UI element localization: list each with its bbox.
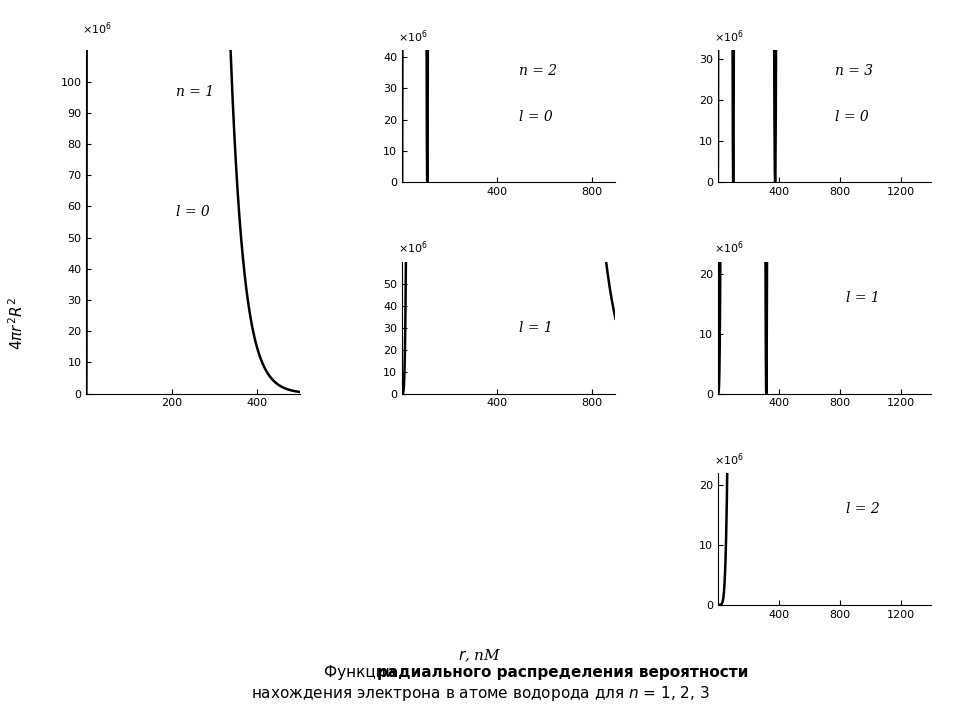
Text: n = 3: n = 3 (835, 63, 874, 78)
Text: радиального распределения вероятности: радиального распределения вероятности (377, 665, 749, 680)
Text: l = 0: l = 0 (835, 109, 869, 124)
Text: $\times 10^6$: $\times 10^6$ (397, 29, 428, 45)
Text: n = 2: n = 2 (519, 63, 558, 78)
Text: $\times 10^6$: $\times 10^6$ (83, 20, 112, 37)
Text: $4\pi r^2 R^2$: $4\pi r^2 R^2$ (7, 297, 26, 351)
Text: $\times 10^6$: $\times 10^6$ (713, 240, 744, 256)
Text: n = 1: n = 1 (176, 85, 214, 99)
Text: l = 1: l = 1 (846, 291, 879, 305)
Text: $\times 10^6$: $\times 10^6$ (713, 451, 744, 467)
Text: l = 1: l = 1 (519, 321, 553, 335)
Text: $r$, пМ: $r$, пМ (458, 648, 502, 665)
Text: l = 2: l = 2 (846, 502, 879, 516)
Text: l = 0: l = 0 (519, 109, 553, 124)
Text: Функции: Функции (324, 665, 400, 680)
Text: l = 0: l = 0 (176, 204, 209, 219)
Text: $\times 10^6$: $\times 10^6$ (713, 29, 744, 45)
Text: нахождения электрона в атоме водорода для $\mathit{n}$ = 1, 2, 3: нахождения электрона в атоме водорода дл… (251, 684, 709, 703)
Text: $\times 10^6$: $\times 10^6$ (397, 240, 428, 256)
